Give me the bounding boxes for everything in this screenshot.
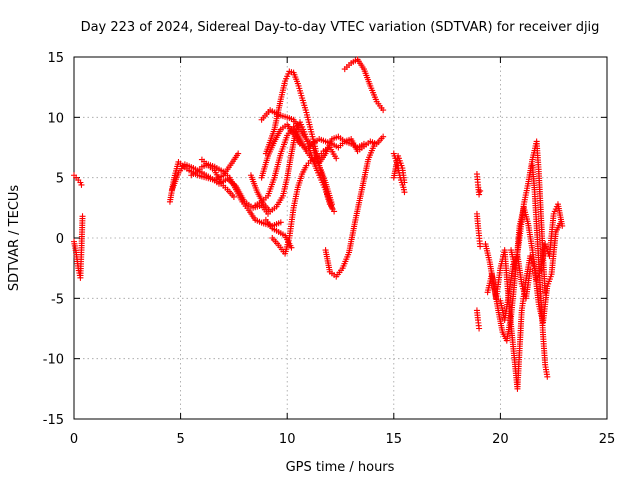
data-point — [360, 140, 367, 147]
x-tick-label: 0 — [70, 432, 78, 447]
data-point — [544, 373, 551, 380]
data-point — [230, 193, 237, 200]
data-point — [328, 204, 335, 211]
y-tick-label: 10 — [47, 111, 64, 126]
data-point — [371, 140, 378, 147]
data-point — [476, 325, 483, 332]
data-point — [401, 189, 408, 196]
data-point — [527, 266, 534, 273]
x-tick-labels: 0 5 10 15 20 25 — [70, 432, 615, 447]
data-point — [477, 243, 484, 250]
data-point — [380, 133, 387, 140]
x-tick-label: 10 — [279, 432, 296, 447]
data-point — [331, 208, 338, 215]
x-tick-label: 5 — [176, 432, 184, 447]
chart-title: Day 223 of 2024, Sidereal Day-to-day VTE… — [81, 20, 600, 35]
data-point — [78, 181, 85, 188]
data-point — [79, 213, 86, 220]
grid-lines — [74, 57, 607, 419]
data-point — [333, 155, 340, 162]
data-point — [380, 107, 387, 114]
data-point — [557, 220, 564, 227]
axis-ticks — [73, 56, 608, 420]
y-tick-label: 5 — [56, 172, 64, 187]
data-points — [71, 56, 566, 392]
data-point — [476, 191, 483, 198]
y-tick-label: -10 — [43, 353, 64, 368]
data-point — [542, 289, 549, 296]
y-axis-label: SDTVAR / TECUs — [7, 185, 22, 292]
x-tick-label: 15 — [386, 432, 403, 447]
y-tick-label: 15 — [47, 51, 64, 66]
x-axis-label: GPS time / hours — [286, 460, 395, 475]
y-tick-label: -5 — [51, 292, 64, 307]
x-tick-label: 25 — [599, 432, 616, 447]
y-tick-label: 0 — [56, 232, 64, 247]
y-tick-label: -15 — [43, 413, 64, 428]
data-point — [277, 219, 284, 226]
data-point — [235, 150, 242, 157]
y-tick-labels: -15 -10 -5 0 5 10 15 — [43, 51, 64, 428]
data-point — [401, 179, 408, 186]
data-point — [288, 244, 295, 251]
x-tick-label: 20 — [492, 432, 509, 447]
data-point — [477, 187, 484, 194]
